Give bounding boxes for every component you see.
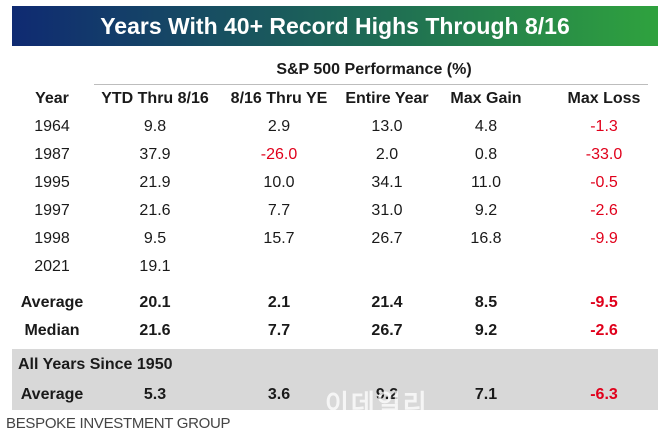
max-gain-cell: 9.2 (474, 202, 498, 219)
since-1950-average-row: Average 5.3 3.6 9.2 7.1 -6.3 (12, 382, 658, 408)
summary-label: Average (20, 294, 84, 311)
thru-ye-cell: 15.7 (263, 230, 295, 247)
summary-label: Median (24, 322, 80, 339)
entire-year-cell: 13.0 (371, 118, 403, 135)
column-header-thru-ye: 8/16 Thru YE (230, 90, 328, 107)
column-header-max-gain: Max Gain (450, 90, 522, 107)
max-loss-cell: -1.3 (590, 118, 618, 135)
max-loss-cell: -9.5 (590, 294, 618, 311)
summary-row-median: Median 21.6 7.7 26.7 9.2 -2.6 (12, 318, 658, 344)
year-cell: 2021 (34, 258, 70, 275)
table-row: 1987 37.9 -26.0 2.0 0.8 -33.0 (12, 142, 658, 168)
entire-year-cell: 31.0 (371, 202, 403, 219)
ytd-cell: 9.5 (143, 230, 167, 247)
ytd-cell: 21.9 (139, 174, 171, 191)
thru-ye-cell: 7.7 (267, 322, 291, 339)
year-cell: 1987 (34, 146, 70, 163)
thru-ye-cell: -26.0 (260, 146, 298, 163)
entire-year-cell: 21.4 (371, 294, 403, 311)
max-gain-cell: 4.8 (474, 118, 498, 135)
year-cell: 1964 (34, 118, 70, 135)
group-header: S&P 500 Performance (%) (276, 61, 472, 78)
entire-year-cell: 26.7 (371, 322, 403, 339)
since-1950-band (12, 349, 658, 410)
max-gain-cell: 11.0 (471, 174, 501, 191)
max-loss-cell: -9.9 (590, 230, 618, 247)
source-credit: BESPOKE INVESTMENT GROUP (6, 415, 231, 432)
group-header-rule (94, 84, 648, 85)
year-cell: 1997 (34, 202, 70, 219)
thru-ye-cell: 3.6 (267, 386, 291, 403)
entire-year-cell: 26.7 (371, 230, 403, 247)
summary-row-average: Average 20.1 2.1 21.4 8.5 -9.5 (12, 290, 658, 316)
max-gain-cell: 9.2 (474, 322, 498, 339)
max-gain-cell: 0.8 (474, 146, 498, 163)
year-cell: 1998 (34, 230, 70, 247)
table-row: 1998 9.5 15.7 26.7 16.8 -9.9 (12, 226, 658, 252)
table-row: 1997 21.6 7.7 31.0 9.2 -2.6 (12, 198, 658, 224)
table-title: Years With 40+ Record Highs Through 8/16 (12, 6, 658, 46)
column-header-row: Year YTD Thru 8/16 8/16 Thru YE Entire Y… (12, 86, 658, 112)
entire-year-cell: 2.0 (375, 146, 399, 163)
year-cell: 1995 (34, 174, 70, 191)
column-header-year: Year (35, 90, 69, 107)
max-gain-cell: 16.8 (470, 230, 502, 247)
summary-label: Average (20, 386, 84, 403)
ytd-cell: 19.1 (139, 258, 171, 275)
max-loss-cell: -2.6 (590, 322, 618, 339)
watermark: 이데일리 (325, 389, 429, 419)
ytd-cell: 21.6 (139, 202, 171, 219)
column-header-entire-year: Entire Year (345, 90, 429, 107)
max-loss-cell: -6.3 (590, 386, 618, 403)
thru-ye-cell: 10.0 (263, 174, 295, 191)
table-row: 2021 19.1 (12, 254, 658, 280)
thru-ye-cell: 2.1 (267, 294, 291, 311)
max-loss-cell: -2.6 (590, 202, 618, 219)
ytd-cell: 9.8 (143, 118, 167, 135)
ytd-cell: 20.1 (139, 294, 171, 311)
column-header-ytd: YTD Thru 8/16 (101, 90, 209, 107)
column-header-max-loss: Max Loss (567, 90, 641, 107)
ytd-cell: 5.3 (143, 386, 167, 403)
max-gain-cell: 8.5 (474, 294, 498, 311)
thru-ye-cell: 2.9 (267, 118, 291, 135)
entire-year-cell: 9.2 (375, 386, 399, 403)
since-1950-label: All Years Since 1950 (18, 356, 173, 373)
thru-ye-cell: 7.7 (267, 202, 291, 219)
table-row: 1964 9.8 2.9 13.0 4.8 -1.3 (12, 114, 658, 140)
table-row: 1995 21.9 10.0 34.1 11.0 -0.5 (12, 170, 658, 196)
max-loss-cell: -0.5 (590, 174, 618, 191)
max-gain-cell: 7.1 (474, 386, 498, 403)
ytd-cell: 21.6 (139, 322, 171, 339)
ytd-cell: 37.9 (139, 146, 171, 163)
max-loss-cell: -33.0 (585, 146, 623, 163)
entire-year-cell: 34.1 (371, 174, 403, 191)
